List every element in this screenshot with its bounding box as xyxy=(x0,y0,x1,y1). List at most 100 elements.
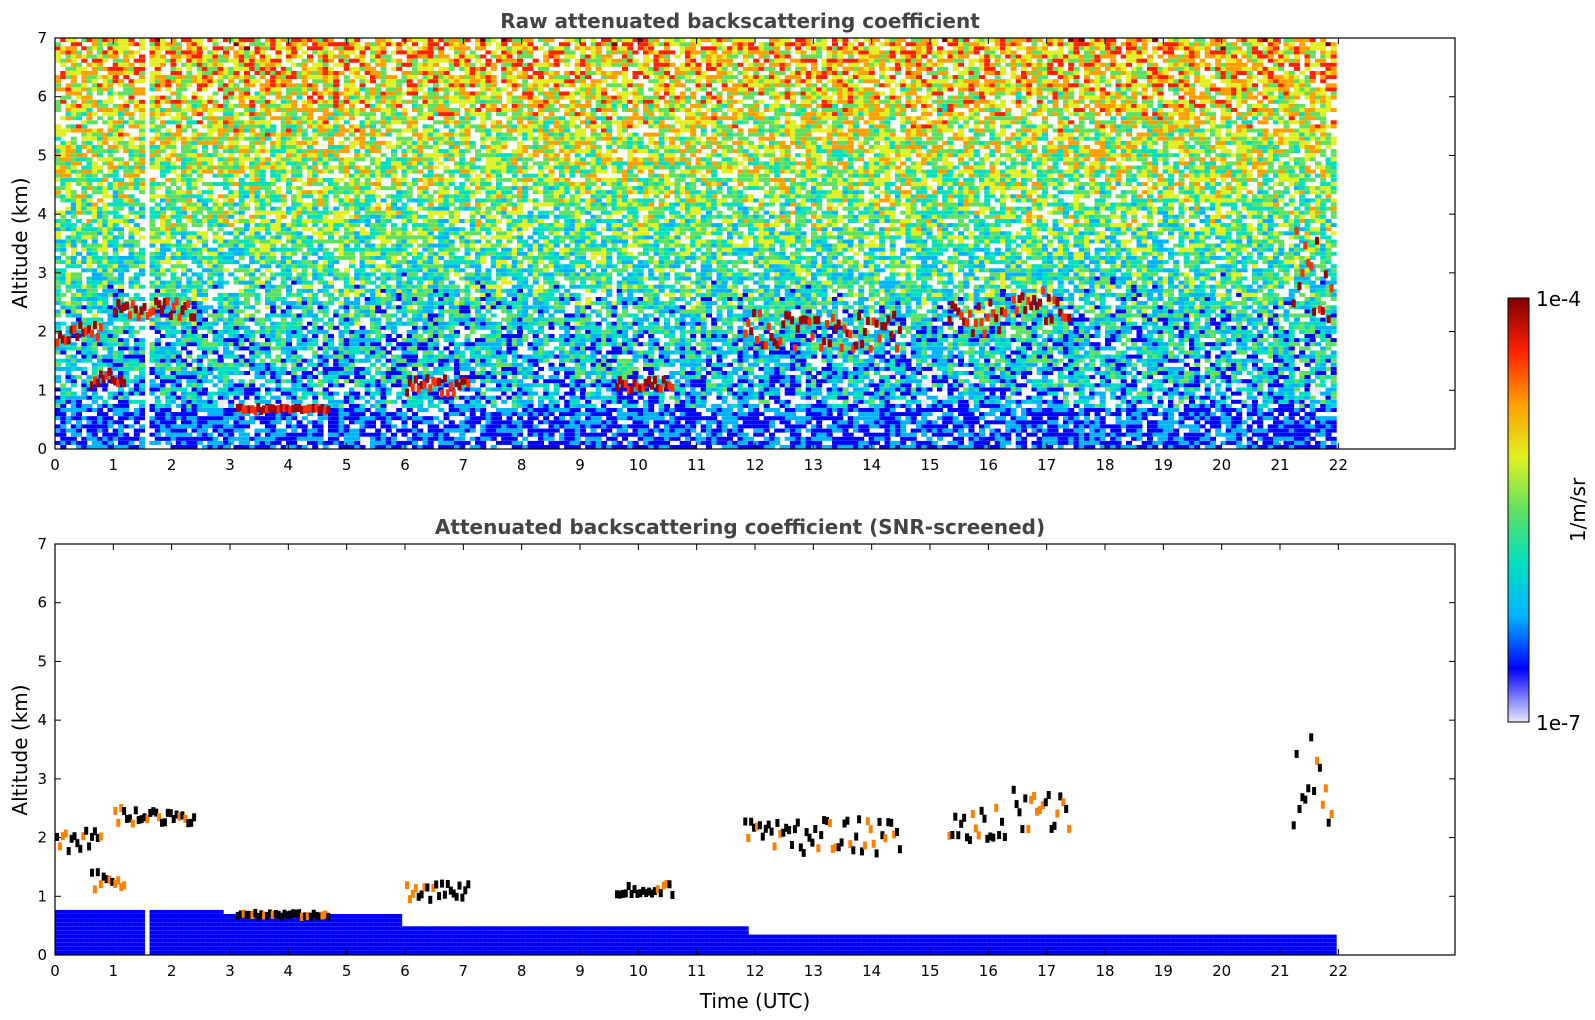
backscatter-cell xyxy=(123,120,130,125)
backscatter-cell xyxy=(202,288,208,293)
backscatter-cell xyxy=(149,264,156,269)
backscatter-cell xyxy=(349,198,355,203)
backscatter-cell xyxy=(223,309,229,314)
backscatter-cell xyxy=(370,416,376,421)
backscatter-cell xyxy=(55,366,61,371)
backscatter-cell xyxy=(76,301,82,306)
backscatter-cell xyxy=(238,227,245,232)
backscatter-cell xyxy=(196,202,203,207)
backscatter-cell xyxy=(223,436,229,441)
backscatter-cell xyxy=(380,231,387,236)
backscatter-cell xyxy=(196,46,203,51)
backscatter-cell xyxy=(149,239,156,244)
backscatter-cell xyxy=(160,124,166,129)
backscatter-cell xyxy=(338,177,345,182)
backscatter-cell xyxy=(191,157,198,162)
backscatter-cell xyxy=(333,255,340,260)
backscatter-cell xyxy=(212,173,219,178)
backscatter-cell xyxy=(207,108,214,112)
backscatter-cell xyxy=(55,321,61,326)
backscatter-cell xyxy=(259,75,266,80)
backscatter-cell xyxy=(354,177,361,182)
backscatter-cell xyxy=(165,186,172,191)
backscatter-cell xyxy=(91,120,98,125)
backscatter-cell xyxy=(233,445,240,449)
backscatter-cell xyxy=(370,403,376,408)
backscatter-cell xyxy=(112,145,119,149)
backscatter-cell xyxy=(191,54,198,59)
backscatter-cell xyxy=(370,313,376,318)
backscatter-cell xyxy=(359,120,366,125)
backscatter-cell xyxy=(280,329,287,334)
backscatter-cell xyxy=(349,108,355,112)
backscatter-cell xyxy=(112,391,119,396)
backscatter-cell xyxy=(228,153,235,158)
backscatter-cell xyxy=(81,132,88,137)
backscatter-cell xyxy=(312,66,319,71)
backscatter-cell xyxy=(175,120,182,125)
backscatter-cell xyxy=(291,264,298,269)
backscatter-cell xyxy=(385,95,392,100)
backscatter-cell xyxy=(307,379,313,384)
backscatter-cell xyxy=(65,157,72,162)
backscatter-cell xyxy=(112,54,119,59)
backscatter-cell xyxy=(307,108,313,112)
backscatter-cell xyxy=(265,436,271,441)
backscatter-cell xyxy=(375,301,382,306)
backscatter-cell xyxy=(102,272,109,277)
backscatter-cell xyxy=(275,161,282,166)
backscatter-cell xyxy=(233,128,240,133)
backscatter-cell xyxy=(191,38,198,43)
backscatter-cell xyxy=(328,153,334,158)
backscatter-cell xyxy=(160,239,166,244)
backscatter-cell xyxy=(76,231,82,236)
backscatter-cell xyxy=(343,272,350,277)
backscatter-cell xyxy=(191,408,198,412)
backscatter-cell xyxy=(65,91,72,96)
backscatter-cell xyxy=(333,149,340,154)
backscatter-cell xyxy=(191,412,198,417)
backscatter-cell xyxy=(286,358,292,363)
backscatter-cell xyxy=(317,190,324,195)
backscatter-cell xyxy=(223,251,229,256)
backscatter-cell xyxy=(286,350,292,355)
backscatter-cell xyxy=(149,321,156,326)
backscatter-cell xyxy=(244,91,250,96)
backscatter-cell xyxy=(301,112,308,117)
backscatter-cell xyxy=(196,260,203,265)
backscatter-cell xyxy=(149,120,156,125)
backscatter-cell xyxy=(359,255,366,260)
backscatter-cell xyxy=(259,272,266,277)
backscatter-cell xyxy=(91,436,98,441)
backscatter-cell xyxy=(160,157,166,162)
backscatter-cell xyxy=(81,403,88,408)
backscatter-cell xyxy=(107,223,114,228)
backscatter-cell xyxy=(312,165,319,170)
backscatter-cell xyxy=(359,445,366,449)
backscatter-cell xyxy=(244,395,250,400)
backscatter-cell xyxy=(97,46,103,51)
backscatter-cell xyxy=(112,268,119,273)
backscatter-cell xyxy=(259,120,266,125)
backscatter-cell xyxy=(359,416,366,421)
backscatter-cell xyxy=(249,268,256,273)
backscatter-cell xyxy=(207,219,214,223)
backscatter-cell xyxy=(123,313,130,318)
backscatter-cell xyxy=(223,297,229,301)
backscatter-cell xyxy=(359,165,366,170)
backscatter-cell xyxy=(301,182,308,186)
backscatter-cell xyxy=(133,276,140,281)
backscatter-cell xyxy=(322,251,329,256)
backscatter-cell xyxy=(254,231,261,236)
backscatter-cell xyxy=(102,79,109,84)
backscatter-cell xyxy=(70,165,77,170)
backscatter-cell xyxy=(107,173,114,178)
backscatter-cell xyxy=(238,399,245,404)
backscatter-cell xyxy=(286,251,292,256)
backscatter-cell xyxy=(364,120,371,125)
backscatter-cell xyxy=(375,288,382,293)
backscatter-cell xyxy=(338,301,345,306)
backscatter-cell xyxy=(275,58,282,63)
backscatter-cell xyxy=(244,186,250,191)
backscatter-cell xyxy=(81,83,88,88)
